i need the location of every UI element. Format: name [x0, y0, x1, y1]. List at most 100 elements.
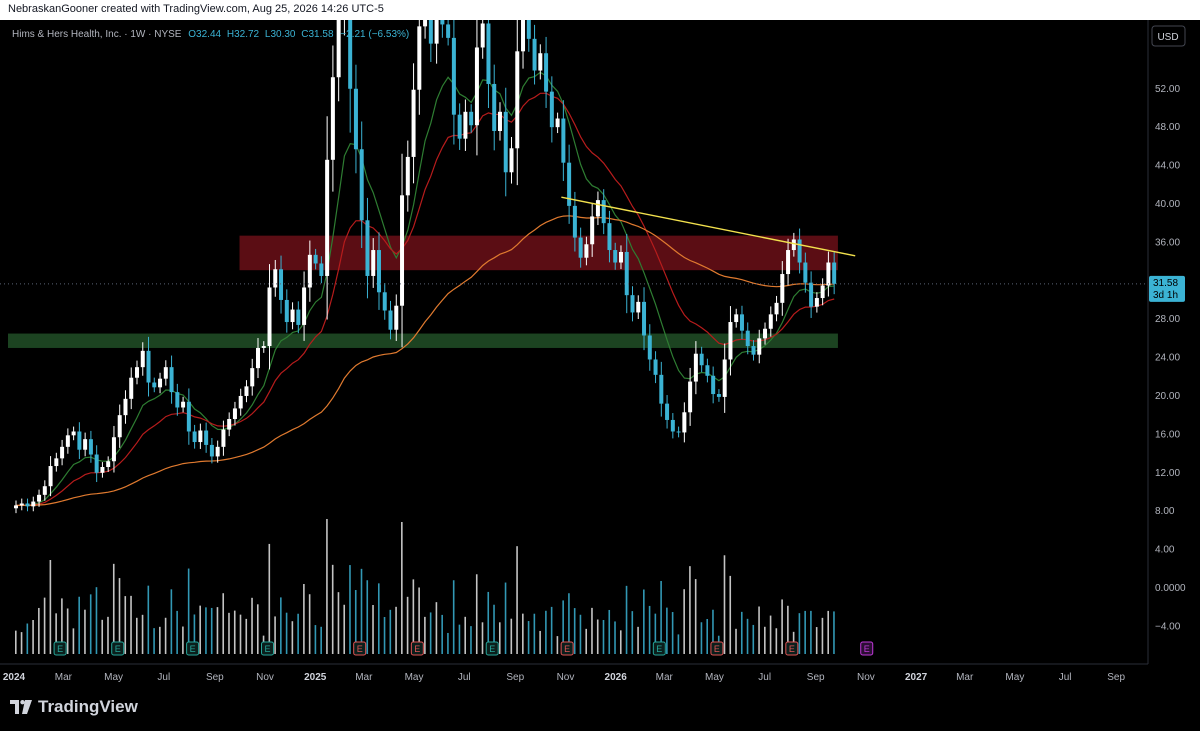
earnings-marker[interactable]: E	[261, 641, 275, 656]
candle-body	[474, 47, 479, 126]
candle-body	[388, 310, 393, 330]
volume-bar	[187, 568, 190, 654]
candle-body	[642, 301, 647, 336]
tradingview-logo[interactable]: TradingView	[10, 697, 138, 717]
time-axis[interactable]: 2024 Mar May Jul Sep Nov 2025 Mar May Jul Sep Nov 20…	[3, 672, 1126, 683]
candle-body	[423, 20, 428, 27]
candle-body	[215, 446, 220, 457]
volume-bar	[723, 555, 726, 654]
earnings-label: E	[564, 644, 570, 654]
volume-bar	[746, 618, 749, 654]
volume-bar	[314, 625, 317, 654]
earnings-badge	[261, 641, 275, 656]
volume-bar	[38, 607, 40, 654]
earnings-marker[interactable]: E	[53, 641, 67, 656]
currency-button[interactable]: USD	[1151, 25, 1186, 47]
time-tick-label: Nov	[557, 672, 575, 683]
volume-bar	[671, 612, 674, 654]
volume-bar	[343, 604, 346, 654]
earnings-marker[interactable]: E	[186, 641, 200, 656]
volume-bar	[176, 610, 178, 654]
volume-bar	[153, 628, 155, 654]
volume-bar	[769, 615, 772, 654]
candle-body	[497, 111, 502, 131]
volume-bar	[95, 587, 98, 654]
candle-body	[25, 503, 30, 507]
earnings-marker[interactable]: E	[410, 641, 424, 656]
candle-body	[54, 458, 59, 467]
volume-bar	[447, 632, 449, 654]
trendline-layer[interactable]	[561, 196, 856, 257]
volume-bar	[637, 626, 639, 654]
trendline	[561, 196, 856, 257]
candle-body	[405, 156, 410, 196]
earnings-badge	[652, 641, 666, 656]
earnings-marker[interactable]: E	[485, 641, 499, 656]
volume-bar	[251, 597, 253, 654]
candle-body	[94, 454, 99, 473]
earnings-marker[interactable]: E	[560, 641, 574, 656]
candle-body	[14, 505, 18, 509]
earnings-label: E	[714, 644, 720, 654]
candle-body	[791, 239, 796, 251]
earnings-marker[interactable]: E	[785, 641, 799, 656]
candle-body	[624, 251, 629, 296]
earnings-marker[interactable]: E	[111, 641, 125, 656]
earnings-marker[interactable]: E	[652, 641, 666, 656]
earnings-marker[interactable]: E	[860, 641, 874, 656]
volume-bar	[354, 590, 357, 654]
volume-layer	[15, 519, 835, 654]
price-chart[interactable]: E E E E E E E E E E E E 52.0048.0044.0040.0036.0032…	[0, 20, 1200, 687]
volume-bar	[274, 616, 276, 654]
candle-body	[768, 314, 773, 329]
symbol-legend[interactable]: Hims & Hers Health, Inc. · 1W · NYSE O32…	[12, 29, 409, 40]
candle-body	[325, 159, 330, 276]
volume-bar	[233, 610, 236, 654]
candle-body	[238, 395, 243, 409]
volume-bar	[15, 630, 17, 654]
earnings-label: E	[656, 644, 662, 654]
earnings-badge	[785, 641, 799, 656]
earnings-marker[interactable]: E	[710, 641, 724, 656]
volume-bar	[424, 616, 426, 654]
volume-bar	[654, 613, 657, 654]
volume-bar	[199, 605, 201, 654]
volume-bar	[666, 607, 668, 654]
currency-label: USD	[1157, 32, 1178, 43]
candle-body	[140, 350, 145, 368]
candle-body	[348, 20, 353, 89]
volume-bar	[504, 582, 507, 654]
legend-symbol: Hims & Hers Health, Inc. · 1W · NYSE	[12, 29, 182, 40]
candle-body	[814, 298, 819, 307]
candle-body	[290, 309, 295, 323]
earnings-marker[interactable]: E	[353, 641, 367, 656]
volume-bar	[487, 591, 490, 654]
volume-bar	[729, 575, 732, 654]
candle-body	[734, 314, 739, 323]
candle-body	[400, 195, 405, 306]
chart-background	[0, 20, 1200, 687]
volume-bar	[395, 606, 397, 654]
candle-body	[255, 347, 260, 369]
candle-body	[826, 262, 831, 286]
volume-bar	[527, 621, 530, 654]
volume-bar	[545, 610, 547, 654]
volume-bar	[55, 613, 57, 654]
volume-bar	[660, 580, 662, 654]
price-axis[interactable]: 52.0048.0044.0040.0036.0032.0028.0024.00…	[1155, 84, 1186, 633]
candle-body	[198, 430, 203, 443]
candle-body	[129, 377, 134, 399]
support-zone	[8, 333, 838, 348]
earnings-label: E	[190, 644, 196, 654]
candle-body	[670, 419, 675, 432]
candle-body	[722, 359, 727, 397]
volume-bar	[700, 622, 703, 654]
candle-body	[538, 53, 543, 71]
candle-body	[261, 346, 266, 348]
volume-bar	[498, 622, 501, 654]
time-tick-label: Jul	[758, 672, 771, 683]
candle-body	[394, 305, 399, 330]
earnings-label: E	[489, 644, 495, 654]
volume-bar	[441, 614, 443, 654]
